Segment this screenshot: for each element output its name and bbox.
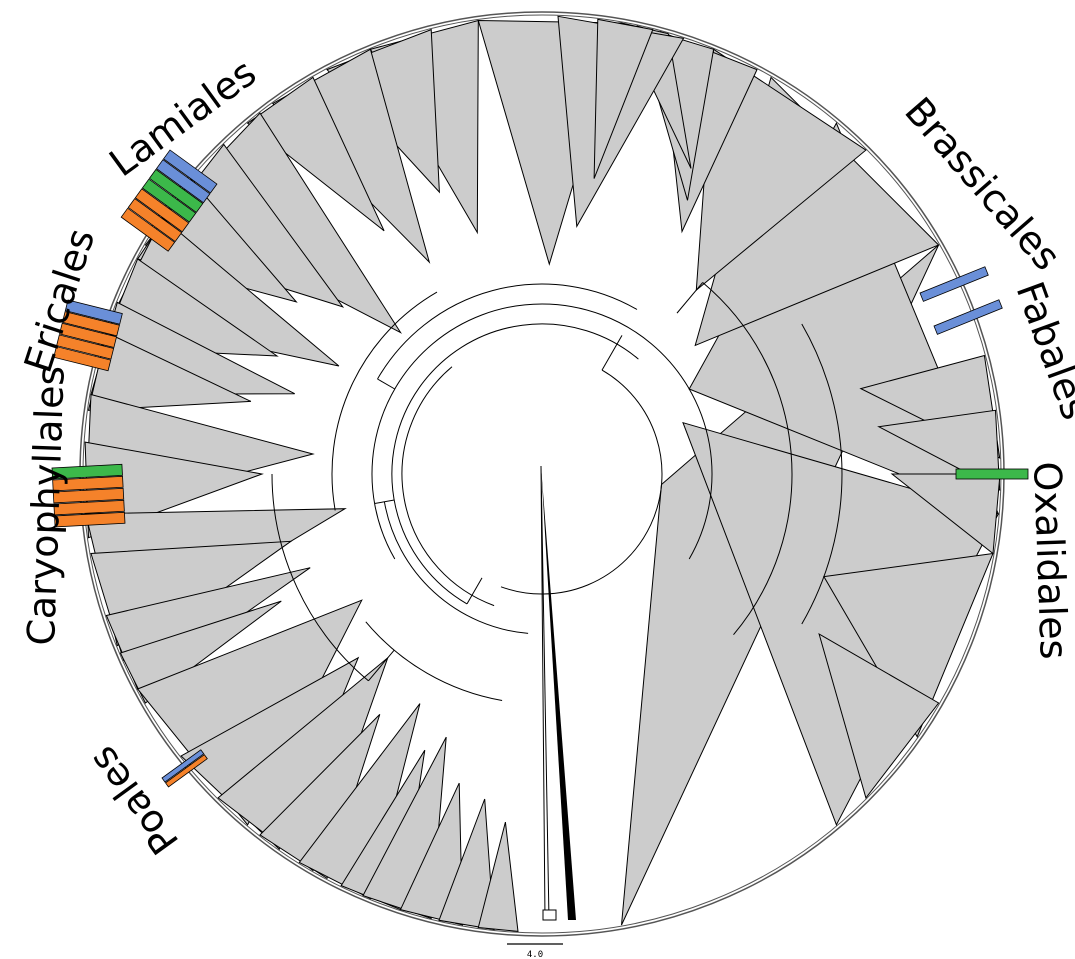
label-caryophyllales: Caryophyllales bbox=[19, 365, 73, 646]
clade-wedge-15 bbox=[593, 18, 654, 179]
branch-arc-6 bbox=[331, 291, 438, 511]
lamiales-marker-bar-4 bbox=[134, 188, 190, 233]
root-clade-lines bbox=[540, 465, 550, 921]
lamiales-marker-bar-6 bbox=[120, 207, 176, 252]
marker-group-lamiales bbox=[120, 149, 218, 252]
branch-arc-2 bbox=[391, 323, 639, 605]
clade-wedge-12 bbox=[818, 632, 940, 799]
clade-wedge-40 bbox=[399, 782, 464, 926]
root-spike bbox=[541, 466, 576, 920]
clade-wedge-19 bbox=[246, 76, 385, 232]
root-tip-box bbox=[542, 909, 557, 921]
clade-wedge-32 bbox=[119, 600, 282, 704]
caryophyllales-marker-bar-2 bbox=[52, 487, 125, 504]
marker-group-brassicales bbox=[919, 266, 989, 302]
branch-arc-7 bbox=[365, 621, 503, 701]
scale-bar-label: 4.0 bbox=[527, 950, 543, 959]
clade-wedge-41 bbox=[438, 798, 495, 931]
branch-radial-1 bbox=[601, 335, 623, 371]
poales-marker-bar-0 bbox=[161, 749, 205, 783]
lamiales-marker-bar-1 bbox=[155, 159, 211, 204]
ericales-marker-bar-0 bbox=[64, 299, 123, 325]
clade-wedge-26 bbox=[87, 331, 252, 411]
branch-arc-8 bbox=[702, 282, 793, 636]
ericales-marker-bar-1 bbox=[61, 311, 120, 337]
caryophyllales-marker-bar-3 bbox=[53, 499, 125, 516]
branch-radials bbox=[368, 282, 704, 682]
branch-arc-9 bbox=[271, 473, 369, 682]
branch-radial-3 bbox=[377, 378, 396, 390]
clade-wedge-11 bbox=[823, 552, 994, 738]
branch-arc-1 bbox=[401, 366, 495, 607]
poales-marker-bar-1 bbox=[164, 754, 208, 788]
lamiales-marker-bar-2 bbox=[148, 168, 204, 213]
label-oxalidales: Oxalidales bbox=[1025, 461, 1075, 660]
lamiales-marker-bar-0 bbox=[162, 149, 218, 194]
branch-arc-3 bbox=[383, 501, 529, 634]
branch-arc-5 bbox=[377, 283, 638, 380]
caryophyllales-marker-bar-4 bbox=[54, 511, 126, 528]
branch-arcs bbox=[271, 282, 843, 701]
clade-wedge-42 bbox=[477, 821, 519, 932]
brassicales-marker-bar-0 bbox=[919, 266, 989, 302]
ericales-marker-bar-4 bbox=[53, 346, 112, 372]
lamiales-marker-bar-3 bbox=[141, 178, 197, 223]
branch-radial-2 bbox=[374, 499, 395, 505]
clade-wedge-10 bbox=[890, 473, 1001, 555]
clade-wedges bbox=[84, 15, 1001, 932]
marker-group-fabales bbox=[933, 299, 1003, 335]
marker-group-poales bbox=[161, 749, 208, 788]
caryophyllales-marker-bar-1 bbox=[52, 475, 124, 492]
branch-radial-5 bbox=[368, 649, 395, 682]
branch-arc-4 bbox=[371, 303, 713, 560]
oxalidales-marker-bar-0 bbox=[955, 468, 1029, 480]
ericales-marker-bar-2 bbox=[59, 322, 118, 348]
branch-arc-10 bbox=[801, 323, 843, 625]
order-marker-bars bbox=[51, 149, 1029, 788]
label-fabales: Fabales bbox=[1008, 276, 1075, 425]
branch-arc-0 bbox=[500, 369, 663, 595]
marker-group-ericales bbox=[53, 299, 123, 372]
caryophyllales-marker-bar-0 bbox=[51, 463, 123, 480]
ericales-marker-bar-3 bbox=[56, 334, 115, 360]
branch-radial-4 bbox=[676, 282, 704, 314]
marker-group-caryophyllales bbox=[51, 463, 126, 528]
fabales-marker-bar-0 bbox=[933, 299, 1003, 335]
branch-radial-0 bbox=[466, 577, 483, 605]
marker-group-oxalidales bbox=[955, 468, 1029, 480]
label-poales: Poales bbox=[80, 738, 187, 862]
lamiales-marker-bar-5 bbox=[127, 197, 183, 243]
